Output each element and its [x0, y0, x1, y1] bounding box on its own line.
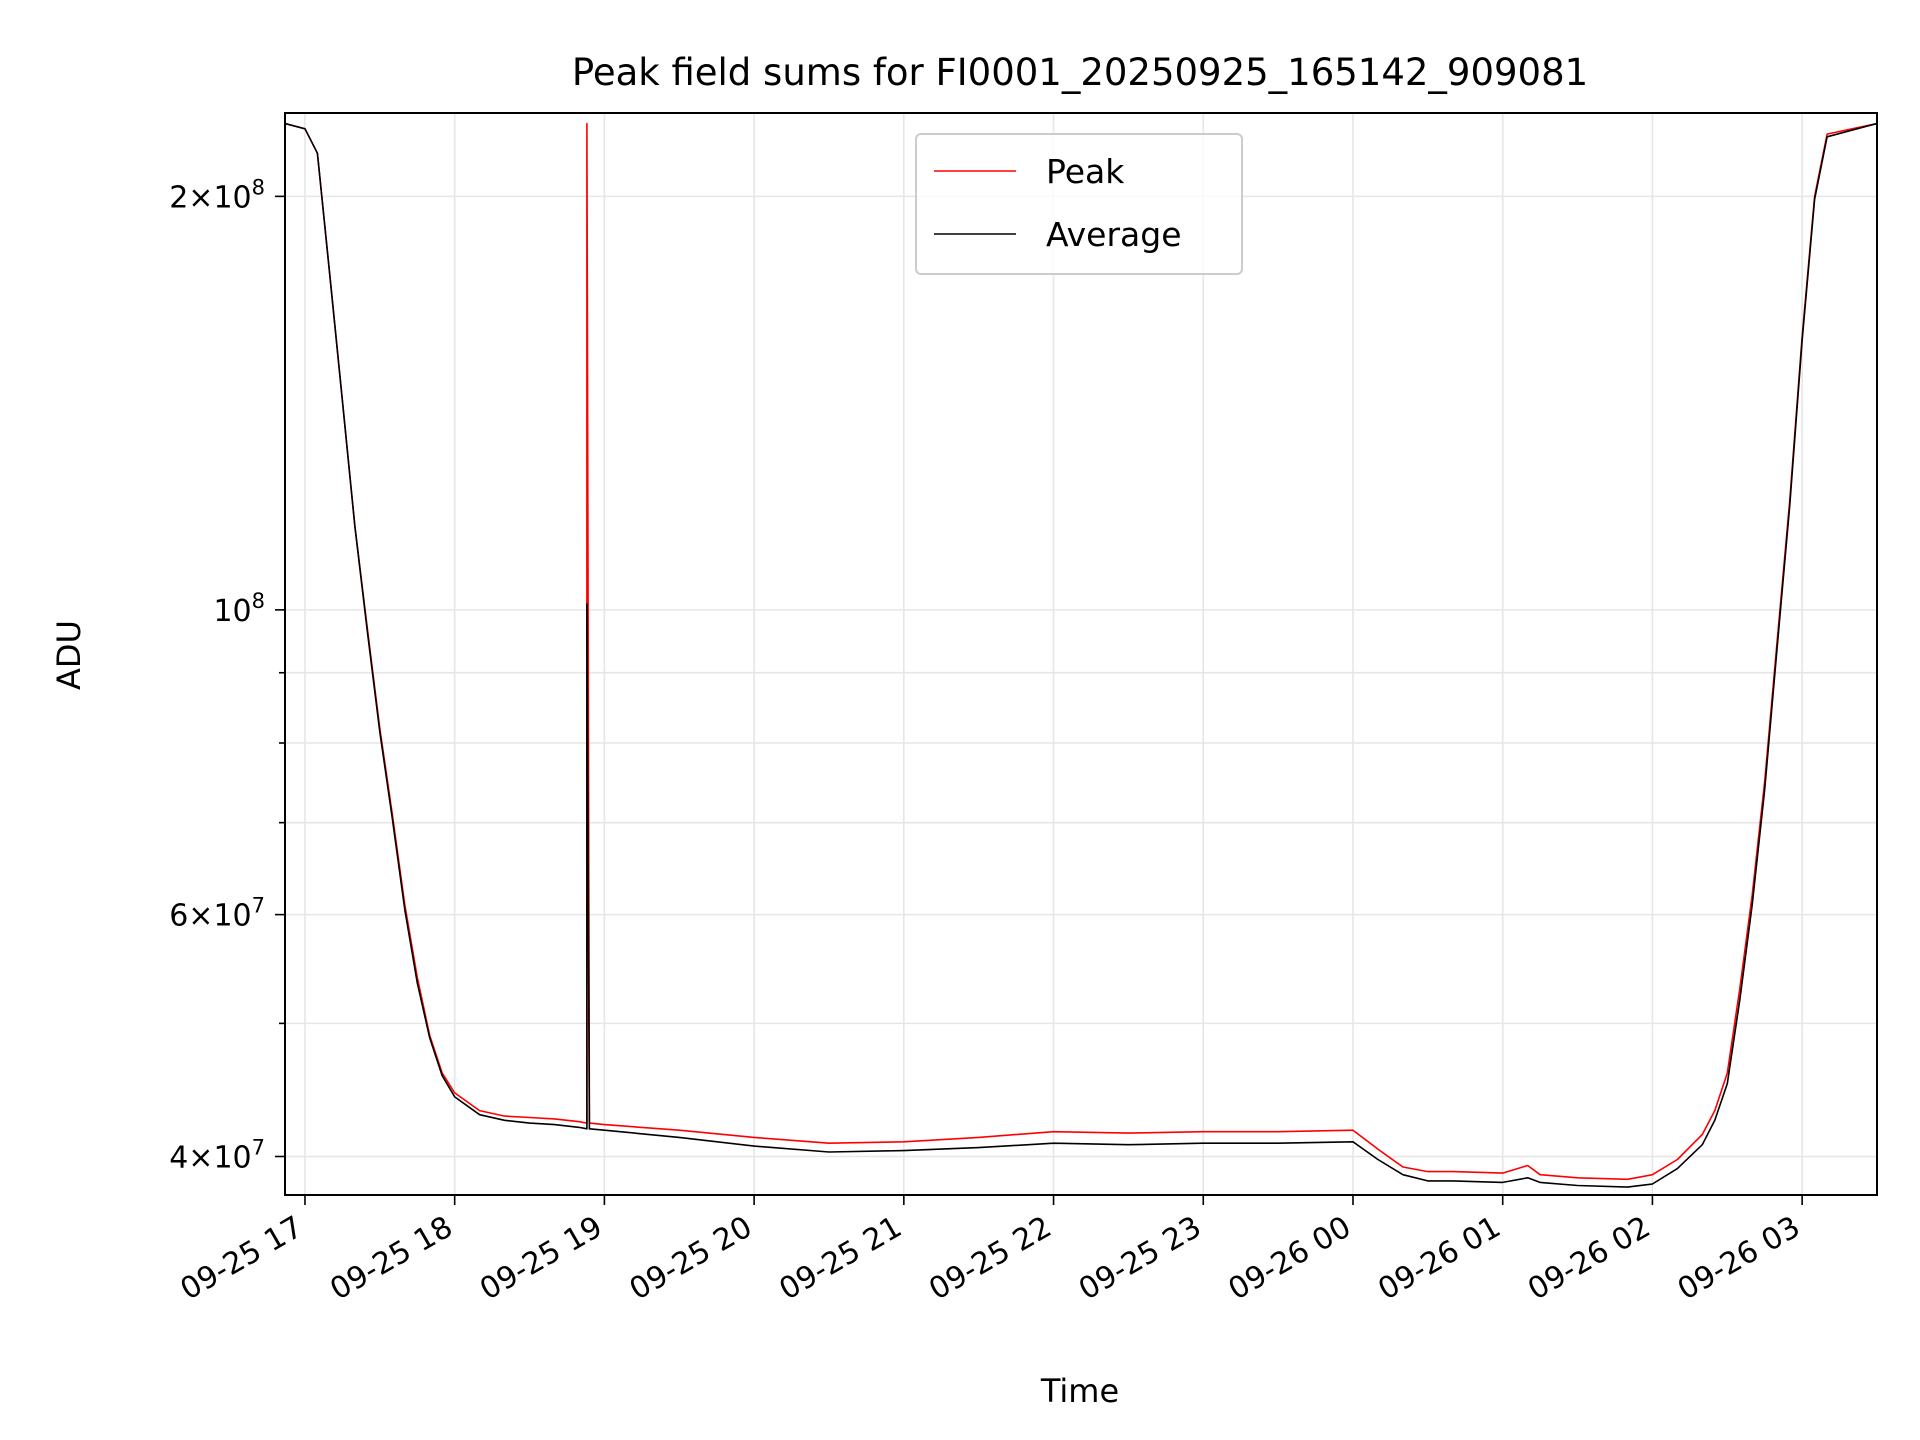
y-tick-base: 10	[213, 1140, 251, 1175]
y-tick-base: 10	[213, 594, 251, 629]
x-axis-label: Time	[1040, 1372, 1119, 1410]
y-tick-label: 2×108	[169, 175, 265, 215]
y-tick-label: 108	[213, 589, 265, 629]
legend-box	[915, 133, 1243, 275]
y-tick-times: ×	[188, 1140, 213, 1175]
legend-label-peak: Peak	[1046, 152, 1125, 191]
series-line-average	[285, 122, 1877, 1188]
chart-title: Peak field sums for FI0001_20250925_1651…	[572, 51, 1588, 94]
y-tick-exponent: 7	[252, 894, 265, 918]
y-tick-times: ×	[188, 180, 213, 215]
y-tick-mantissa: 4	[169, 1140, 188, 1175]
axes-frame	[284, 112, 1878, 1196]
y-tick-mantissa: 2	[169, 180, 188, 215]
y-tick-label: 6×107	[169, 894, 265, 934]
y-tick-exponent: 8	[252, 589, 265, 613]
legend: Peak Average	[915, 133, 1243, 275]
series-line-peak	[285, 122, 1877, 1181]
y-tick-base: 10	[213, 180, 251, 215]
y-tick-exponent: 7	[252, 1135, 265, 1159]
legend-label-average: Average	[1046, 215, 1182, 254]
y-tick-label: 4×107	[169, 1135, 265, 1175]
y-tick-times: ×	[188, 899, 213, 934]
plot-lines	[285, 122, 1877, 1188]
y-tick-exponent: 8	[252, 175, 265, 199]
y-axis-label: ADU	[50, 620, 88, 690]
y-tick-mantissa: 6	[169, 899, 188, 934]
y-tick-base: 10	[213, 899, 251, 934]
